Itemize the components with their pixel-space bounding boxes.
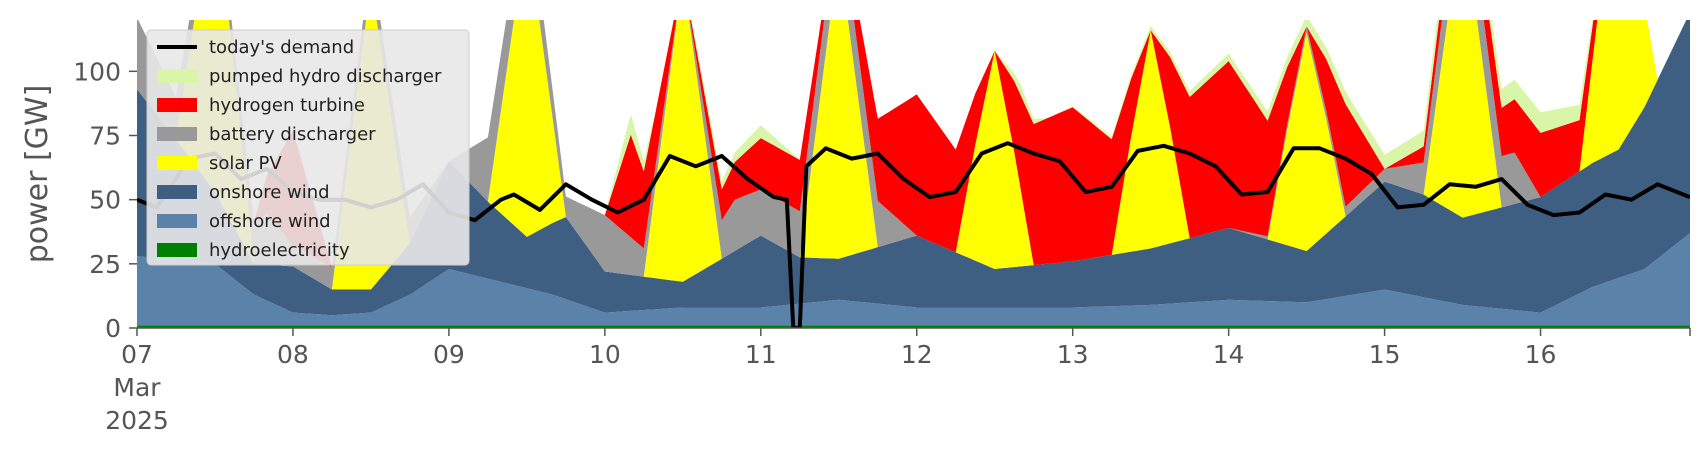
legend-label-onshore-wind: onshore wind <box>209 182 330 203</box>
x-tick-label: 07 <box>121 340 153 369</box>
y-tick-label: 100 <box>73 57 121 86</box>
y-tick-label: 75 <box>89 122 121 151</box>
legend-swatch-offshore-wind <box>157 214 197 228</box>
legend-label-hydroelectricity: hydroelectricity <box>209 240 350 261</box>
legend-label-offshore-wind: offshore wind <box>209 211 331 232</box>
legend-swatch-solar-pv <box>157 156 197 170</box>
y-tick-label: 50 <box>89 186 121 215</box>
legend-label-solar-pv: solar PV <box>209 153 282 174</box>
x-tick-label: 10 <box>589 340 621 369</box>
y-tick-label: 25 <box>89 250 121 279</box>
axes: 0 25 50 75 100 07 Mar 2025 08 09 10 11 12 13 14 15 16 <box>73 57 1691 435</box>
legend-box <box>146 29 470 266</box>
legend-swatch-battery-discharger <box>157 127 197 141</box>
legend-label-pumped-hydro-discharger: pumped hydro discharger <box>209 66 442 87</box>
x-tick-label: 14 <box>1213 340 1245 369</box>
x-tick-label: Mar <box>113 373 161 402</box>
legend-swatch-pumped-hydro-discharger <box>157 69 197 83</box>
x-tick-label: 12 <box>901 340 933 369</box>
area-onshore-wind <box>137 20 1690 316</box>
legend-swatch-hydrogen-turbine <box>157 98 197 112</box>
x-tick-label: 2025 <box>105 406 169 435</box>
x-tick-label: 08 <box>277 340 309 369</box>
legend-label-hydrogen-turbine: hydrogen turbine <box>209 95 365 116</box>
area-hydrogen-turbine <box>138 20 1687 268</box>
legend-swatch-onshore-wind <box>157 185 197 199</box>
x-tick-label: 09 <box>433 340 465 369</box>
legend-swatch-hydroelectricity <box>157 243 197 257</box>
legend-label-today-s-demand: today's demand <box>209 37 354 58</box>
y-axis-title: power [GW] <box>20 85 55 264</box>
y-tick-label: 0 <box>105 314 121 343</box>
legend: today's demand pumped hydro discharger hyd… <box>146 29 470 266</box>
area-solar-pv <box>137 20 1687 290</box>
x-tick-label: 15 <box>1369 340 1401 369</box>
x-tick-label: 16 <box>1525 340 1557 369</box>
legend-label-battery-discharger: battery discharger <box>209 124 376 145</box>
area-offshore-wind <box>137 233 1690 326</box>
x-tick-label: 11 <box>745 340 777 369</box>
area-pumped-hydro-discharger <box>138 20 1687 268</box>
x-tick-label: 13 <box>1057 340 1089 369</box>
